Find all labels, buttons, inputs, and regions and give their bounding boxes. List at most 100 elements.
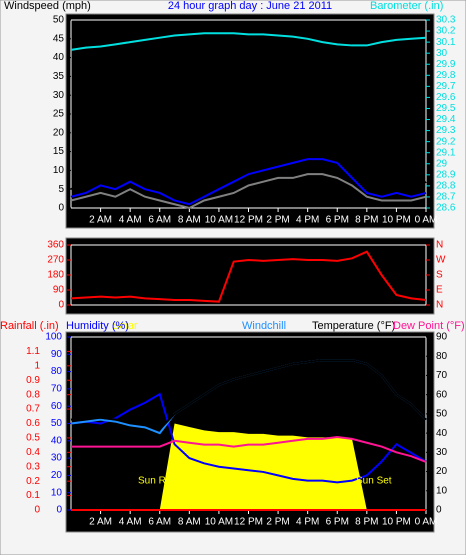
x-tick-label: 6 PM: [326, 215, 349, 226]
y3ticks-label: 0.3: [26, 461, 40, 472]
yticks-label: 180: [47, 270, 64, 281]
annotation: Sun Set: [356, 476, 392, 487]
y2ticks-label: 29.7: [436, 81, 456, 92]
y2ticks-label: 70: [436, 370, 448, 381]
y2ticks-label: 30.2: [436, 26, 456, 37]
y2ticks-label: 29.9: [436, 59, 456, 70]
yticks-label: 0: [58, 300, 64, 311]
y2-axis-title: Barometer (.in): [370, 0, 443, 12]
yticks-label: 45: [53, 33, 65, 44]
y2ticks-label: 90: [436, 332, 448, 343]
y2ticks-label: 28.7: [436, 192, 456, 203]
line: [70, 139, 427, 206]
y2ticks-label: 29.5: [436, 103, 456, 114]
x-tick-label: 2 AM: [89, 517, 112, 528]
y2ticks-label: 10: [436, 485, 448, 496]
x-tick-label: 12 PM: [234, 517, 263, 528]
y2ticks-label: N: [436, 300, 443, 311]
x-tick-label: 8 AM: [178, 215, 201, 226]
y2ticks-label: 60: [436, 389, 448, 400]
legend-entry: Humidity (%): [66, 320, 129, 332]
legend-entry: Temperature (°F): [312, 320, 395, 332]
x-tick-label: 6 AM: [148, 215, 171, 226]
y2ticks-label: W: [436, 255, 446, 266]
yticks-label: 30: [51, 453, 63, 464]
x-tick-label: 10 PM: [382, 517, 411, 528]
plot-background: [65, 237, 435, 315]
yticks-label: 90: [53, 285, 65, 296]
legend-entry: Dew Point (°F): [393, 320, 465, 332]
y2ticks-label: 50: [436, 409, 448, 420]
y2ticks-label: 28.9: [436, 169, 456, 180]
y-axis-title: Rainfall (.in): [0, 320, 59, 332]
y2ticks-label: 30.3: [436, 15, 456, 26]
y3ticks-label: 0.5: [26, 433, 40, 444]
y2ticks-label: 29.2: [436, 136, 456, 147]
y2ticks-label: 29.6: [436, 92, 456, 103]
x-tick-label: 4 AM: [119, 215, 142, 226]
chart-title: 24 hour graph day : June 21 2011: [168, 0, 332, 12]
y3ticks-label: 0.8: [26, 389, 40, 400]
yticks-label: 5: [58, 184, 64, 195]
y2ticks-label: N: [436, 240, 443, 251]
x-tick-label: 8 PM: [355, 517, 378, 528]
yticks-label: 0: [58, 203, 64, 214]
line: [71, 435, 427, 463]
yticks-label: 270: [47, 255, 64, 266]
y3ticks-label: 0.2: [26, 476, 40, 487]
y2ticks-label: 30: [436, 48, 448, 59]
legend-entry: Windchill: [242, 320, 286, 332]
x-tick-label: 10 AM: [205, 215, 233, 226]
yticks-label: 10: [51, 487, 63, 498]
y2ticks-label: 80: [436, 351, 448, 362]
y2ticks-label: 40: [436, 428, 448, 439]
x-tick-label: 0 AM: [415, 517, 438, 528]
y2ticks-label: 29.3: [436, 125, 456, 136]
y3ticks-label: 0.9: [26, 375, 40, 386]
yticks-label: 50: [51, 418, 63, 429]
line: [70, 158, 427, 206]
yticks-label: 40: [51, 435, 63, 446]
y3ticks-label: 0.1: [26, 490, 40, 501]
x-tick-label: 4 PM: [296, 517, 319, 528]
y2ticks-label: 29.4: [436, 114, 456, 125]
line: [70, 359, 427, 431]
yticks-label: 50: [53, 15, 65, 26]
y2ticks-label: S: [436, 270, 443, 281]
yticks-label: 70: [51, 384, 63, 395]
yticks-label: 15: [53, 146, 65, 157]
y-axis-title: Windspeed (mph): [4, 0, 91, 12]
area: [71, 423, 426, 510]
line: [70, 250, 427, 303]
y3ticks-label: 0: [34, 505, 40, 516]
legend-entry: Solar: [112, 320, 138, 332]
y2ticks-label: 0: [436, 505, 442, 516]
plot-background: [65, 13, 435, 229]
y2ticks-label: 28.8: [436, 181, 456, 192]
line: [70, 173, 427, 210]
yticks-label: 35: [53, 71, 65, 82]
yticks-label: 90: [51, 349, 63, 360]
yticks-label: 20: [51, 470, 63, 481]
x-tick-label: 4 PM: [296, 215, 319, 226]
yticks-label: 60: [51, 401, 63, 412]
y2ticks-label: 30: [436, 447, 448, 458]
y3ticks-label: 0.7: [26, 404, 40, 415]
y3ticks-label: 0.4: [26, 447, 40, 458]
annotation: Sun Rise: [138, 476, 179, 487]
y2ticks-label: 28.6: [436, 203, 456, 214]
yticks-label: 20: [53, 127, 65, 138]
line: [70, 392, 427, 484]
y2ticks-label: 30.1: [436, 37, 456, 48]
y2ticks-label: 29.1: [436, 147, 456, 158]
x-tick-label: 2 PM: [266, 517, 289, 528]
yticks-label: 80: [51, 366, 63, 377]
x-tick-label: 4 AM: [119, 517, 142, 528]
yticks-label: 360: [47, 240, 64, 251]
x-tick-label: 8 PM: [355, 215, 378, 226]
y3ticks-label: 1.1: [26, 346, 40, 357]
y3ticks-label: 0.6: [26, 418, 40, 429]
yticks-label: 40: [53, 52, 65, 63]
x-tick-label: 0 AM: [415, 215, 438, 226]
